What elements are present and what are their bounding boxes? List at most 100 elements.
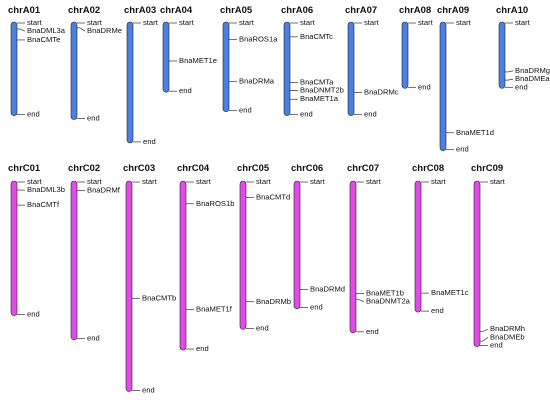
chromosome-name: chrC02 <box>68 163 100 174</box>
chromosome-bar <box>222 21 230 112</box>
end-label: end <box>418 82 431 91</box>
chromosome-name: chrA01 <box>8 5 41 16</box>
gene-label: BnaDMEb <box>490 332 525 341</box>
chromosome-name: chrC06 <box>291 163 323 174</box>
chromosome-chrA07: chrA07 start end BnaDRMc <box>345 5 399 119</box>
gene-label: BnaCMTa <box>300 77 334 86</box>
gene-label: BnaMET1e <box>179 56 217 65</box>
gene-label: BnaDRMe <box>87 26 122 35</box>
start-label: start <box>87 177 103 186</box>
end-label: end <box>142 385 155 394</box>
gene-label: BnaDNMT2a <box>366 297 411 306</box>
start-label: start <box>515 18 531 27</box>
end-label: end <box>27 310 40 319</box>
gene-label: BnaDRMa <box>239 76 275 85</box>
gene-label: BnaDML3b <box>27 185 65 194</box>
chromosome-chrC05: chrC05 start end BnaCMTd BnaDRMb <box>237 163 291 332</box>
gene-label: BnaDRMh <box>490 324 525 333</box>
chromosome-name: chrC09 <box>471 163 503 174</box>
end-label: end <box>364 110 377 119</box>
end-label: end <box>490 341 503 350</box>
end-label: end <box>515 82 528 91</box>
chromosome-name: chrC03 <box>123 163 155 174</box>
gene-label: BnaMET1c <box>431 288 469 297</box>
chromosome-name: chrC04 <box>177 163 210 174</box>
chromosome-bar <box>126 21 134 144</box>
chromosome-name: chrA08 <box>399 5 431 16</box>
chromosome-name: chrA10 <box>496 5 528 16</box>
gene-tick <box>505 70 514 73</box>
chromosome-bar <box>125 180 133 392</box>
chromosome-name: chrA02 <box>68 5 100 16</box>
end-label: end <box>310 303 323 312</box>
gene-label: BnaDRMd <box>310 285 345 294</box>
end-label: end <box>87 114 100 123</box>
end-label: end <box>196 344 209 353</box>
gene-label: BnaDML3a <box>27 26 66 35</box>
start-label: start <box>179 18 195 27</box>
chromosome-bar <box>239 180 247 330</box>
gene-label: BnaDRMc <box>364 88 399 97</box>
gene-label: BnaDRMf <box>87 186 121 195</box>
start-label: start <box>27 177 43 186</box>
gene-label: BnaDRMb <box>256 297 291 306</box>
chromosome-bar <box>414 180 422 313</box>
chromosome-chrA05: chrA05 start end BnaROS1a BnaDRMa <box>220 5 278 115</box>
start-label: start <box>143 18 159 27</box>
end-label: end <box>456 145 469 154</box>
start-label: start <box>300 18 316 27</box>
end-label: end <box>143 137 156 146</box>
gene-label: BnaCMTe <box>27 35 60 44</box>
gene-tick <box>505 78 514 81</box>
end-label: end <box>300 110 313 119</box>
chromosome-bar <box>347 21 355 116</box>
end-label: end <box>87 334 100 343</box>
chromosome-chrA08: chrA08 start end <box>399 5 434 91</box>
start-label: start <box>431 177 447 186</box>
chromosome-name: chrA09 <box>437 5 469 16</box>
chromosome-chrA09: chrA09 start end BnaMET1d <box>437 5 494 154</box>
end-label: end <box>27 110 40 119</box>
gene-label: BnaMET1b <box>366 288 404 297</box>
start-label: start <box>310 177 326 186</box>
end-label: end <box>239 106 252 115</box>
start-label: start <box>196 177 212 186</box>
end-label: end <box>256 323 269 332</box>
chromosome-name: chrC07 <box>347 163 379 174</box>
start-label: start <box>490 177 506 186</box>
gene-tick <box>480 328 489 332</box>
gene-tick <box>77 27 86 32</box>
gene-label: BnaDMEa <box>515 74 550 83</box>
chromosome-chrA04: chrA04 start end BnaMET1e <box>160 5 217 95</box>
chromosome-chrA03: chrA03 start end <box>124 5 159 146</box>
chromosome-bar <box>10 21 18 116</box>
start-label: start <box>142 177 158 186</box>
start-label: start <box>366 177 382 186</box>
start-label: start <box>27 18 43 27</box>
gene-tick <box>356 299 365 302</box>
start-label: start <box>87 18 103 27</box>
chromosome-chrC03: chrC03 start end BnaCMTb <box>123 163 176 394</box>
chromosome-bar <box>498 21 506 89</box>
chromosome-bar <box>179 180 187 351</box>
gene-label: BnaMET1a <box>300 94 339 103</box>
chromosome-bar <box>10 180 18 316</box>
chromosome-name: chrA05 <box>220 5 253 16</box>
end-label: end <box>179 86 192 95</box>
chromosome-bar <box>401 21 409 89</box>
gene-label: BnaMET1d <box>456 128 494 137</box>
chromosome-chrC06: chrC06 start end BnaDRMd <box>291 163 345 312</box>
gene-label: BnaCMTb <box>142 293 176 302</box>
chromosome-name: chrA07 <box>345 5 377 16</box>
start-label: start <box>364 18 380 27</box>
chromosome-chrA06: chrA06 start end BnaCMTc BnaCMTaBnaDNMT2bBna… <box>281 5 344 119</box>
chromosome-name: chrC08 <box>412 163 444 174</box>
start-label: start <box>256 177 272 186</box>
end-label: end <box>366 327 379 336</box>
